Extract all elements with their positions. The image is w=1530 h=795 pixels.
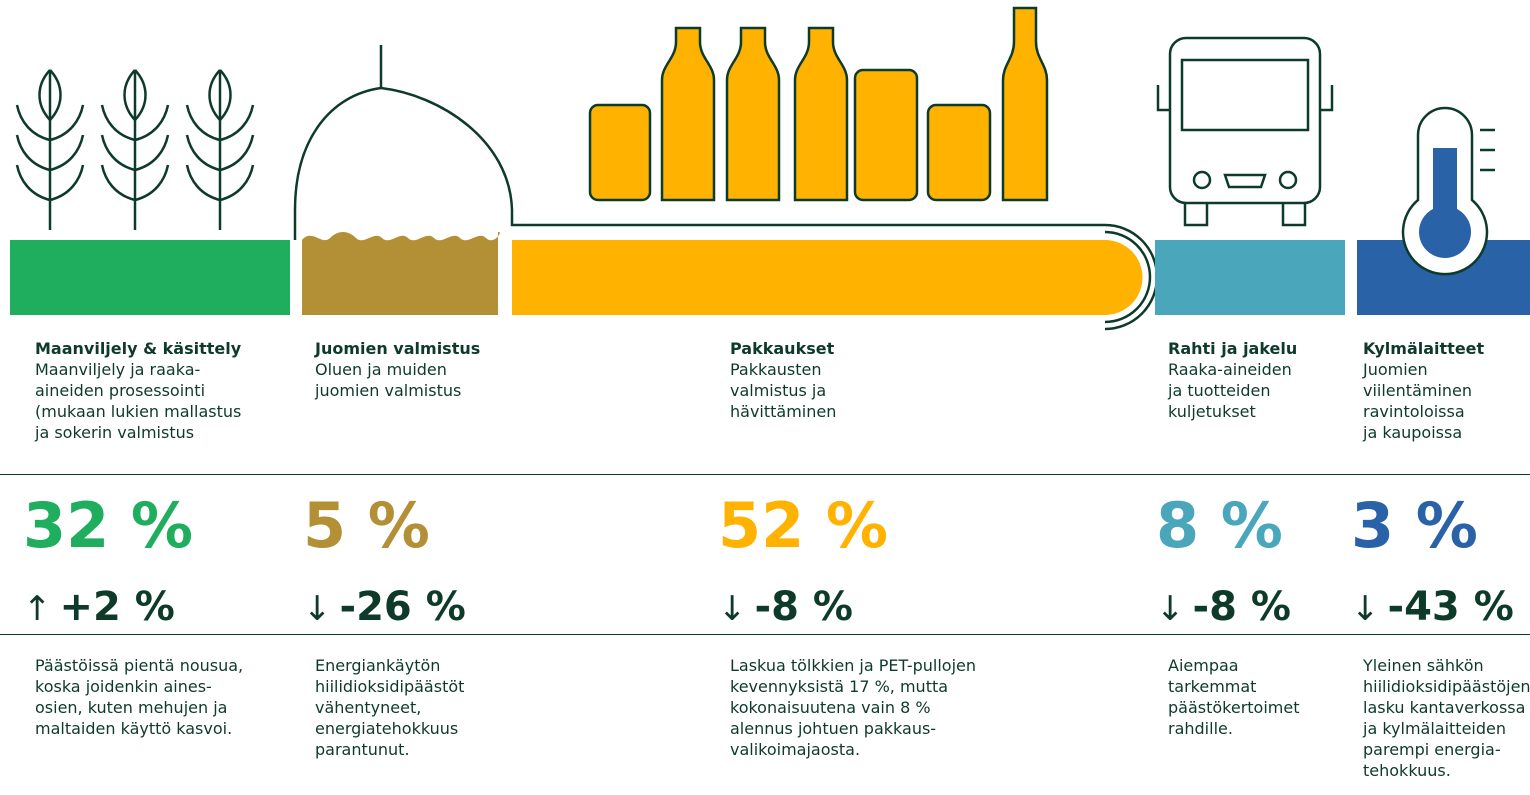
separator <box>0 474 1530 475</box>
change: ↓-8 % <box>718 585 853 631</box>
change-value: -43 % <box>1388 584 1514 630</box>
change: ↑+2 % <box>23 585 175 631</box>
column-title: Maanviljely & käsittely <box>35 338 241 359</box>
note-line: maltaiden käyttö kasvoi. <box>35 718 232 739</box>
change: ↓-43 % <box>1351 585 1514 631</box>
infographic: Maanviljely & käsittelyMaanviljely ja ra… <box>0 0 1530 795</box>
change-arrow: ↑ <box>23 589 52 629</box>
column-title: Pakkaukset <box>730 338 834 359</box>
note-line: tarkemmat <box>1168 676 1256 697</box>
bar-packaging <box>512 240 1143 315</box>
bar-freight <box>1155 240 1345 315</box>
column-title: Juomien valmistus <box>315 338 480 359</box>
description-line: juomien valmistus <box>315 380 461 401</box>
description-line: (mukaan lukien mallastus <box>35 401 241 422</box>
change-arrow: ↓ <box>1351 589 1380 629</box>
description-line: aineiden prosessointi <box>35 380 205 401</box>
column-title: Kylmälaitteet <box>1363 338 1484 359</box>
truck <box>1158 38 1332 225</box>
note-line: energiatehokkuus <box>315 718 458 739</box>
change: ↓-26 % <box>303 585 466 631</box>
description-line: valmistus ja <box>730 380 826 401</box>
change-value: -26 % <box>340 584 466 630</box>
note-line: lasku kantaverkossa <box>1363 697 1525 718</box>
description-line: kuljetukset <box>1168 401 1256 422</box>
note-line: alennus johtuen pakkaus- <box>730 718 936 739</box>
description-line: ja tuotteiden <box>1168 380 1271 401</box>
change-arrow: ↓ <box>1156 589 1185 629</box>
change-value: +2 % <box>60 584 175 630</box>
note-line: valikoimajaosta. <box>730 739 860 760</box>
percent: 52 % <box>718 495 888 557</box>
description-line: viilentäminen <box>1363 380 1472 401</box>
change-arrow: ↓ <box>718 589 747 629</box>
change-arrow: ↓ <box>303 589 332 629</box>
note-line: Päästöissä pientä nousua, <box>35 655 243 676</box>
percent: 32 % <box>23 495 193 557</box>
description-line: Oluen ja muiden <box>315 359 447 380</box>
note-line: osien, kuten mehujen ja <box>35 697 227 718</box>
note-line: Laskua tölkkien ja PET-pullojen <box>730 655 976 676</box>
note-line: ja kylmälaitteiden <box>1363 718 1506 739</box>
note-line: parempi energia- <box>1363 739 1501 760</box>
note-line: Energiankäytön <box>315 655 440 676</box>
thermometer <box>1403 108 1495 274</box>
description-line: ja sokerin valmistus <box>35 422 194 443</box>
note-line: parantunut. <box>315 739 410 760</box>
description-line: Juomien <box>1363 359 1428 380</box>
note-line: vähentyneet, <box>315 697 421 718</box>
note-line: hiilidioksidipäästöjen <box>1363 676 1530 697</box>
percent: 5 % <box>303 495 430 557</box>
note-line: rahdille. <box>1168 718 1233 739</box>
note-line: kevennyksistä 17 %, mutta <box>730 676 948 697</box>
percent: 3 % <box>1351 495 1478 557</box>
change: ↓-8 % <box>1156 585 1291 631</box>
description-line: ja kaupoissa <box>1363 422 1462 443</box>
note-line: hiilidioksidipäästöt <box>315 676 464 697</box>
bar-farming <box>10 240 290 315</box>
separator <box>0 634 1530 635</box>
bar-brewing <box>302 232 500 315</box>
change-value: -8 % <box>1193 584 1291 630</box>
note-line: Aiempaa <box>1168 655 1239 676</box>
note-line: tehokkuus. <box>1363 760 1451 781</box>
description-line: hävittäminen <box>730 401 836 422</box>
description-line: ravintoloissa <box>1363 401 1465 422</box>
note-line: koska joidenkin aines- <box>35 676 212 697</box>
column-title: Rahti ja jakelu <box>1168 338 1297 359</box>
description-line: Raaka-aineiden <box>1168 359 1292 380</box>
note-line: päästökertoimet <box>1168 697 1300 718</box>
change-value: -8 % <box>755 584 853 630</box>
packages <box>590 8 1047 200</box>
illustration <box>0 0 1530 340</box>
description-line: Pakkausten <box>730 359 822 380</box>
percent: 8 % <box>1156 495 1283 557</box>
note-line: Yleinen sähkön <box>1363 655 1484 676</box>
note-line: kokonaisuutena vain 8 % <box>730 697 931 718</box>
description-line: Maanviljely ja raaka- <box>35 359 200 380</box>
wheat <box>17 70 253 230</box>
